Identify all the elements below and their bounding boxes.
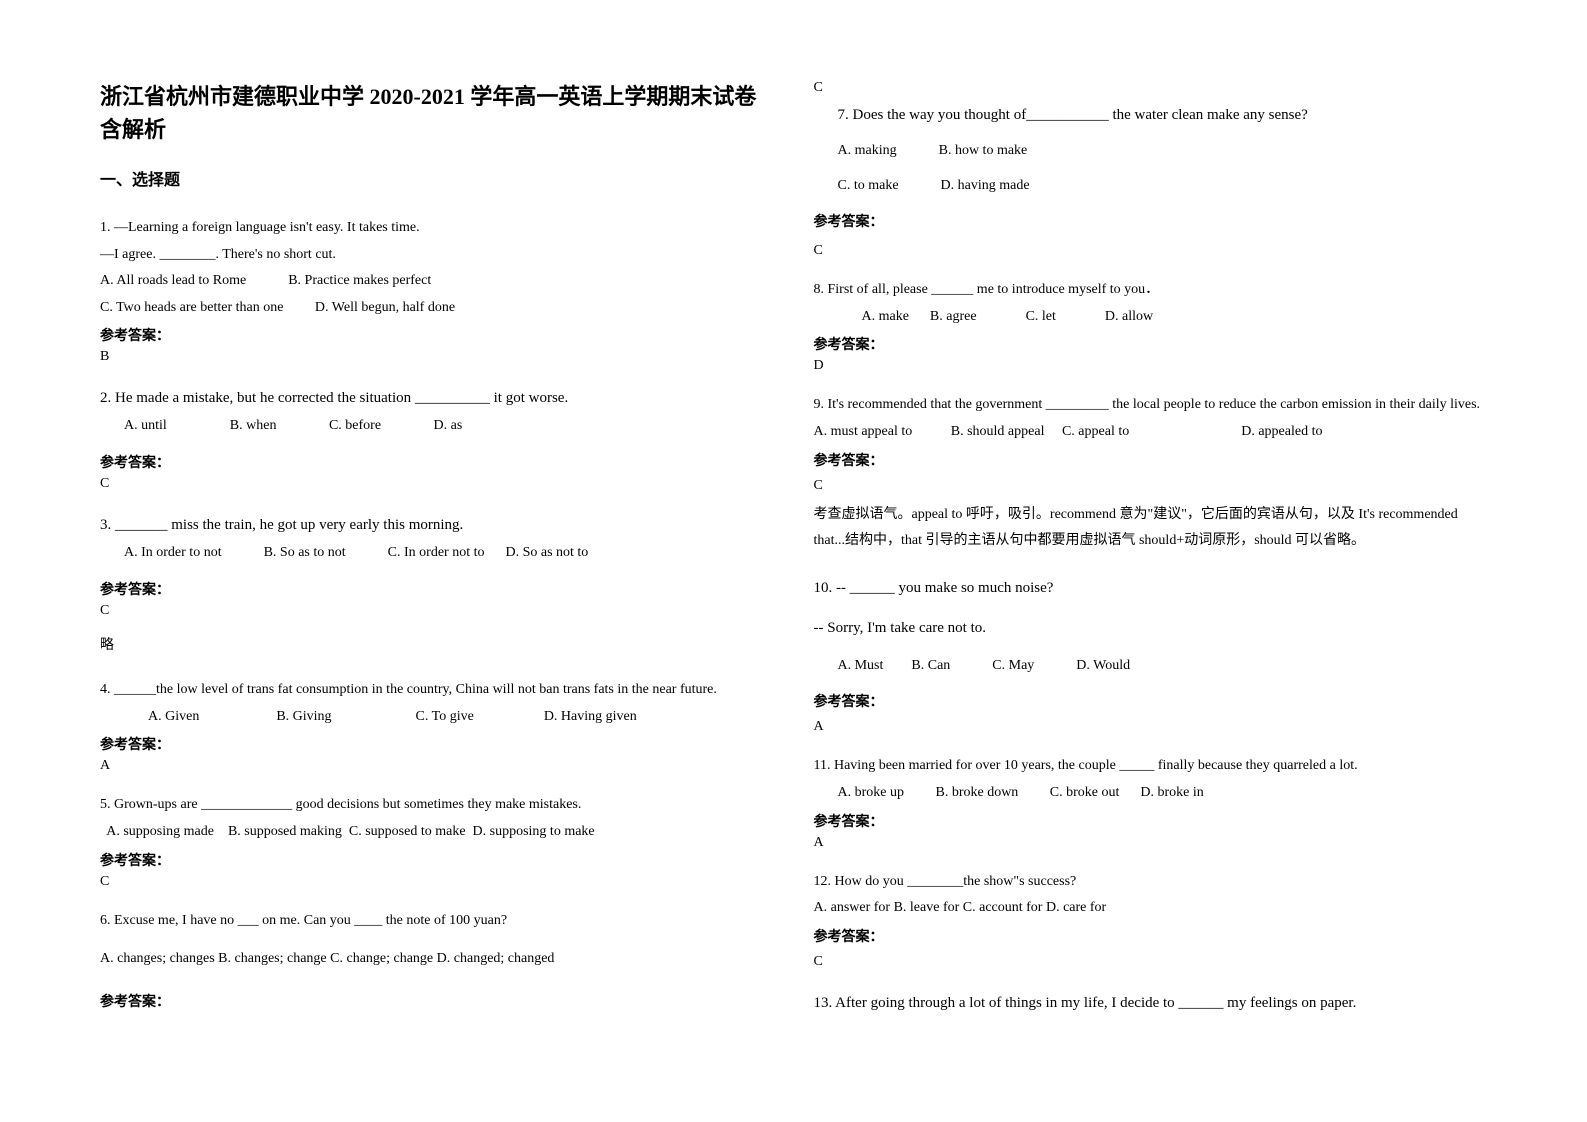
section-title: 一、选择题 <box>100 166 774 190</box>
question-8: 8. First of all, please ______ me to int… <box>814 277 1488 374</box>
answer-label: 参考答案： <box>100 325 774 345</box>
q12-answer: C <box>814 954 1488 970</box>
answer-label: 参考答案： <box>100 991 774 1011</box>
q10-line1: 10. -- ______ you make so much noise? <box>814 573 1488 603</box>
q12-text: 12. How do you ________the show"s succes… <box>814 869 1488 896</box>
left-column: 浙江省杭州市建德职业中学 2020-2021 学年高一英语上学期期末试卷含解析 … <box>100 80 774 1036</box>
question-1: 1. —Learning a foreign language isn't ea… <box>100 215 774 365</box>
q6-opts: A. changes; changes B. changes; change C… <box>100 946 774 973</box>
q9-answer: C <box>814 478 1488 494</box>
answer-label: 参考答案： <box>814 450 1488 470</box>
q1-answer: B <box>100 349 774 365</box>
q11-text: 11. Having been married for over 10 year… <box>814 753 1488 780</box>
right-column: C 7. Does the way you thought of________… <box>814 80 1488 1036</box>
q1-optD: D. Well begun, half done <box>315 300 455 315</box>
q5-text: 5. Grown-ups are _____________ good deci… <box>100 792 774 819</box>
q9-explain: 考查虚拟语气。appeal to 呼吁，吸引。recommend 意为"建议"，… <box>814 502 1488 555</box>
q7-optA: A. making <box>838 143 897 158</box>
q3-text: 3. _______ miss the train, he got up ver… <box>100 510 774 540</box>
q8-answer: D <box>814 358 1488 374</box>
q1-optA: A. All roads lead to Rome <box>100 273 246 288</box>
question-11: 11. Having been married for over 10 year… <box>814 753 1488 850</box>
q10-answer: A <box>814 719 1488 735</box>
q6-text: 6. Excuse me, I have no ___ on me. Can y… <box>100 908 774 935</box>
q7-answer: C <box>814 243 1488 259</box>
q2-opts: A. until B. when C. before D. as <box>100 413 774 440</box>
q11-answer: A <box>814 835 1488 851</box>
exam-title: 浙江省杭州市建德职业中学 2020-2021 学年高一英语上学期期末试卷含解析 <box>100 80 774 146</box>
q1-optC: C. Two heads are better than one <box>100 300 283 315</box>
q1-opts-row2: C. Two heads are better than one D. Well… <box>100 295 774 322</box>
question-3: 3. _______ miss the train, he got up ver… <box>100 510 774 659</box>
q10-line2: -- Sorry, I'm take care not to. <box>814 613 1488 643</box>
q3-explain: 略 <box>100 633 774 660</box>
question-5: 5. Grown-ups are _____________ good deci… <box>100 792 774 889</box>
q4-answer: A <box>100 758 774 774</box>
q7-optC: C. to make <box>838 178 899 193</box>
q3-answer: C <box>100 603 774 619</box>
q11-opts: A. broke up B. broke down C. broke out D… <box>814 780 1488 807</box>
answer-label: 参考答案： <box>814 334 1488 354</box>
q9-text: 9. It's recommended that the government … <box>814 392 1488 419</box>
q8-opts: A. make B. agree C. let D. allow <box>814 304 1488 331</box>
question-10: 10. -- ______ you make so much noise? --… <box>814 573 1488 736</box>
question-13: 13. After going through a lot of things … <box>814 988 1488 1018</box>
answer-label: 参考答案： <box>100 850 774 870</box>
q7-text: 7. Does the way you thought of__________… <box>814 100 1488 130</box>
q5-opts: A. supposing made B. supposed making C. … <box>100 819 774 846</box>
q7-opts-row1: A. making B. how to make <box>814 138 1488 165</box>
q9-opts: A. must appeal to B. should appeal C. ap… <box>814 419 1488 446</box>
answer-label: 参考答案： <box>814 691 1488 711</box>
q1-line2: —I agree. ________. There's no short cut… <box>100 242 774 269</box>
question-12: 12. How do you ________the show"s succes… <box>814 869 1488 970</box>
question-7: 7. Does the way you thought of__________… <box>814 100 1488 259</box>
answer-label: 参考答案： <box>814 811 1488 831</box>
q1-opts-row1: A. All roads lead to Rome B. Practice ma… <box>100 268 774 295</box>
q2-answer: C <box>100 476 774 492</box>
q6-answer: C <box>814 80 1488 96</box>
question-2: 2. He made a mistake, but he corrected t… <box>100 383 774 492</box>
q8-text: 8. First of all, please ______ me to int… <box>814 277 1488 304</box>
q4-opts: A. Given B. Giving C. To give D. Having … <box>100 704 774 731</box>
answer-label: 参考答案： <box>100 452 774 472</box>
q12-opts: A. answer for B. leave for C. account fo… <box>814 895 1488 922</box>
answer-label: 参考答案： <box>814 926 1488 946</box>
q3-opts: A. In order to not B. So as to not C. In… <box>100 540 774 567</box>
q7-optD: D. having made <box>941 178 1030 193</box>
q13-text: 13. After going through a lot of things … <box>814 988 1488 1018</box>
question-4: 4. ______the low level of trans fat cons… <box>100 677 774 774</box>
question-6: 6. Excuse me, I have no ___ on me. Can y… <box>100 908 774 1011</box>
q10-opts: A. Must B. Can C. May D. Would <box>814 653 1488 680</box>
q1-optB: B. Practice makes perfect <box>288 273 431 288</box>
q1-line1: 1. —Learning a foreign language isn't ea… <box>100 215 774 242</box>
q7-optB: B. how to make <box>939 143 1028 158</box>
answer-label: 参考答案： <box>100 734 774 754</box>
question-9: 9. It's recommended that the government … <box>814 392 1488 554</box>
q5-answer: C <box>100 874 774 890</box>
q2-text: 2. He made a mistake, but he corrected t… <box>100 383 774 413</box>
q7-opts-row2: C. to make D. having made <box>814 173 1488 200</box>
answer-label: 参考答案： <box>814 211 1488 231</box>
q4-text: 4. ______the low level of trans fat cons… <box>100 677 774 704</box>
answer-label: 参考答案： <box>100 579 774 599</box>
